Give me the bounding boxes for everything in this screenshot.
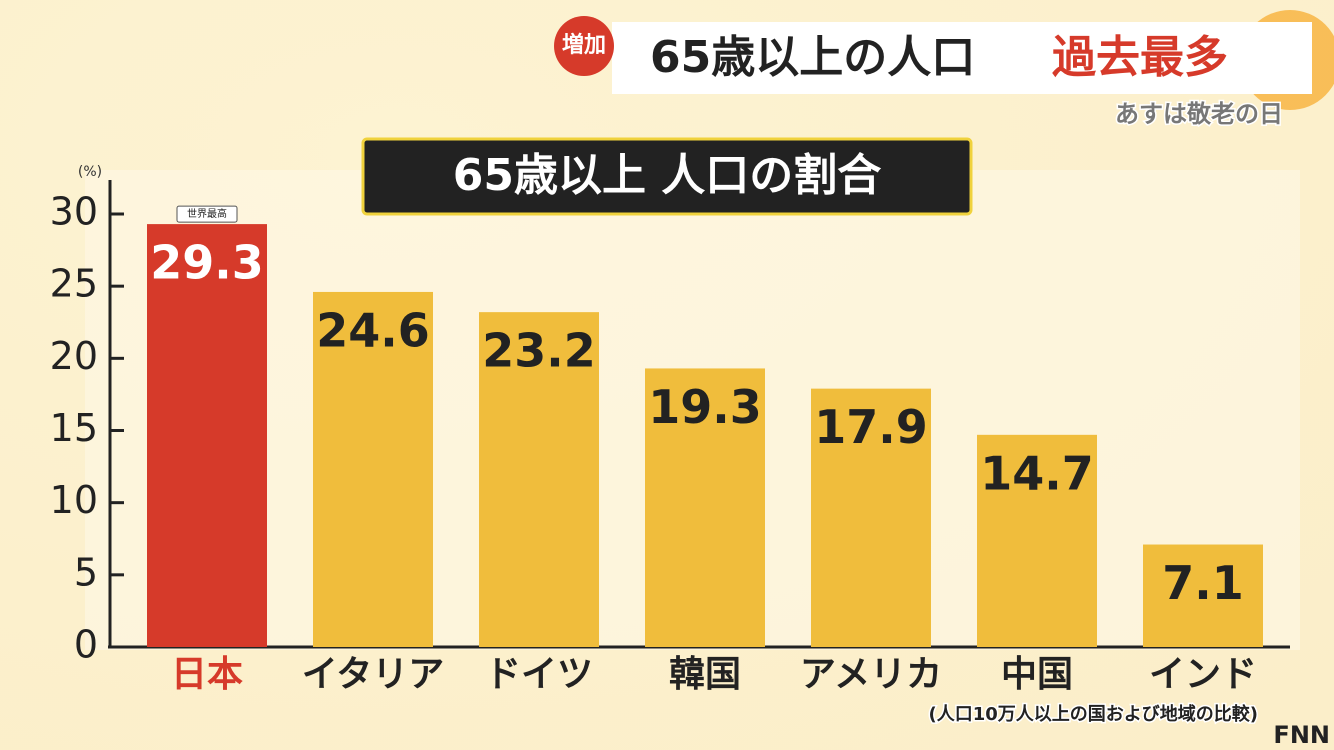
- headline-banner: [612, 22, 1312, 94]
- value-label: 19.3: [648, 380, 762, 434]
- bar: [811, 388, 931, 647]
- value-label: 24.6: [316, 303, 430, 357]
- annotation-box: [176, 205, 238, 223]
- x-tick-label: 韓国: [669, 654, 741, 695]
- y-tick-label: 20: [50, 334, 98, 378]
- bar: [1143, 544, 1263, 647]
- badge: [554, 16, 614, 76]
- bar: [645, 368, 765, 647]
- y-unit: (%): [78, 164, 102, 180]
- annotation: 世界最高: [187, 207, 227, 220]
- value-label: 23.2: [482, 324, 596, 378]
- x-tick-label: アメリカ: [800, 654, 942, 695]
- logo: FNN: [1273, 721, 1330, 749]
- bar: [313, 291, 433, 647]
- y-tick-label: 0: [74, 623, 98, 667]
- x-tick-label: イタリア: [302, 654, 445, 695]
- y-tick-label: 5: [74, 550, 98, 594]
- headline-emphasis: 過去最多: [1052, 32, 1228, 83]
- x-tick-label: 中国: [1001, 654, 1073, 695]
- y-tick-label: 10: [50, 478, 98, 522]
- bar: [147, 224, 267, 647]
- title-box: [361, 137, 973, 216]
- headline: 65歳以上の人口: [650, 32, 975, 83]
- badge-text: 増加: [562, 32, 606, 58]
- footnote: (人口10万人以上の国および地域の比較): [928, 703, 1258, 725]
- y-tick-label: 30: [50, 190, 98, 234]
- bar: [479, 312, 599, 647]
- value-label: 29.3: [150, 236, 264, 290]
- value-label: 14.7: [980, 446, 1094, 500]
- chart-title: 65歳以上 人口の割合: [453, 150, 882, 201]
- x-tick-label: 日本: [171, 654, 243, 695]
- y-tick-label: 25: [50, 262, 98, 306]
- value-label: 7.1: [1162, 556, 1244, 610]
- subtitle: あすは敬老の日: [1115, 100, 1283, 128]
- bar: [977, 434, 1097, 647]
- y-tick-label: 15: [50, 406, 98, 450]
- x-tick-label: インド: [1149, 654, 1257, 695]
- value-label: 17.9: [814, 400, 928, 454]
- x-tick-label: ドイツ: [485, 654, 593, 695]
